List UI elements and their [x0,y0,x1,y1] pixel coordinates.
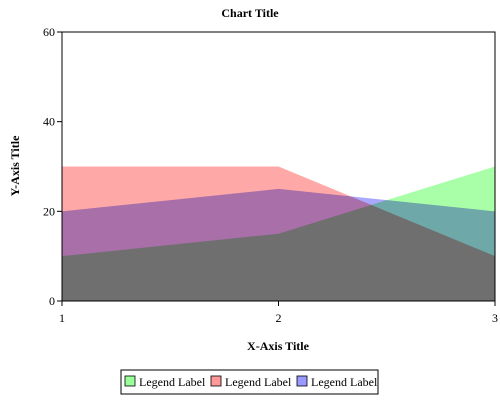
y-axis-title: Y-Axis Title [8,135,22,196]
legend-label: Legend Label [225,375,292,389]
legend-label: Legend Label [139,375,206,389]
y-tick-label: 20 [43,204,55,218]
x-tick-label: 1 [59,311,65,325]
x-tick-label: 3 [492,311,498,325]
legend-swatch [124,375,136,387]
y-tick-label: 40 [43,115,55,129]
legend-swatch [296,375,308,387]
chart-title: Chart Title [221,6,279,20]
x-axis-ticks: 1 2 3 [59,301,498,325]
plot-area-series [62,166,495,301]
x-tick-label: 2 [276,311,282,325]
area-series-3 [62,188,495,301]
legend-box [120,369,379,395]
y-tick-label: 0 [49,294,55,308]
legend-swatch [210,375,222,387]
x-axis-title: X-Axis Title [247,339,310,353]
y-tick-label: 60 [43,25,55,39]
legend: Legend Label Legend Label Legend Label [124,375,378,389]
legend-label: Legend Label [311,375,378,389]
y-axis-ticks: 0 20 40 60 [43,25,62,308]
